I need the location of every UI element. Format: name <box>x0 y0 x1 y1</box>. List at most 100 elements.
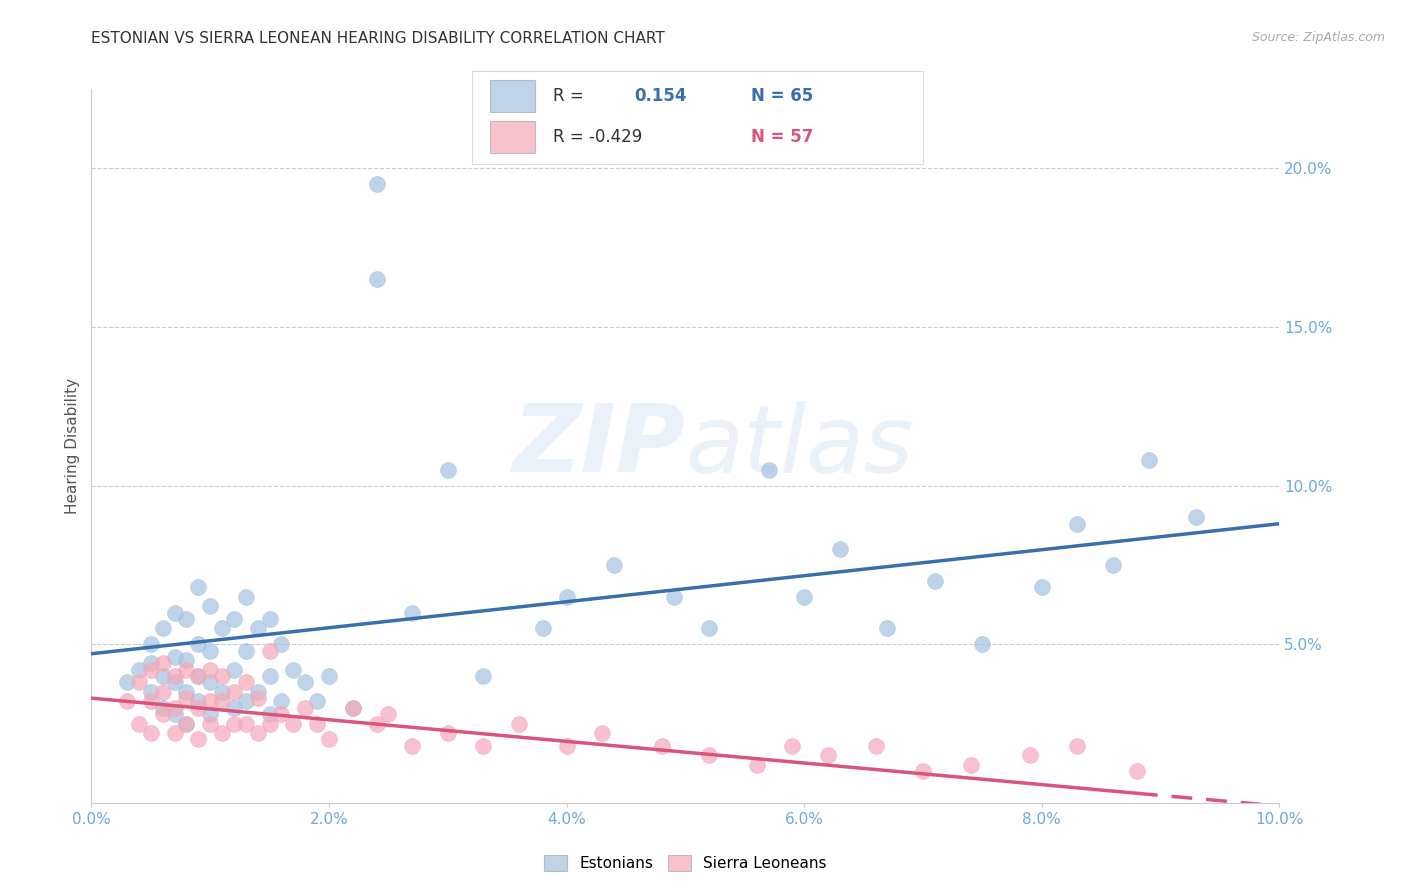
Point <box>876 621 898 635</box>
Point <box>377 706 399 721</box>
Point <box>235 694 257 708</box>
Point <box>436 463 458 477</box>
Point <box>366 178 388 192</box>
Point <box>342 700 364 714</box>
Point <box>342 700 364 714</box>
Point <box>472 739 495 753</box>
Point <box>187 732 209 747</box>
Point <box>200 663 222 677</box>
Point <box>758 463 780 477</box>
Point <box>591 726 613 740</box>
Point <box>152 700 174 714</box>
Point <box>246 691 269 706</box>
Point <box>1019 748 1042 763</box>
Point <box>235 643 257 657</box>
Point <box>662 590 685 604</box>
Point <box>200 706 222 721</box>
Text: N = 57: N = 57 <box>751 128 814 145</box>
Point <box>1137 453 1160 467</box>
Text: 0.154: 0.154 <box>634 87 686 105</box>
Point <box>1066 516 1088 531</box>
Point <box>270 706 292 721</box>
Point <box>555 739 578 753</box>
Point <box>222 685 245 699</box>
Point <box>222 612 245 626</box>
Point <box>139 657 162 671</box>
Point <box>176 663 198 677</box>
Point <box>1102 558 1125 572</box>
Point <box>436 726 458 740</box>
Point <box>211 694 233 708</box>
Point <box>259 716 281 731</box>
Point <box>246 621 269 635</box>
Point <box>115 675 138 690</box>
Text: Source: ZipAtlas.com: Source: ZipAtlas.com <box>1251 31 1385 45</box>
Point <box>176 716 198 731</box>
Point <box>401 739 423 753</box>
Point <box>793 590 815 604</box>
Point <box>163 675 186 690</box>
Point <box>259 669 281 683</box>
Point <box>211 669 233 683</box>
Point <box>972 637 994 651</box>
Point <box>152 621 174 635</box>
Point <box>307 716 329 731</box>
Point <box>200 694 222 708</box>
Point <box>745 757 768 772</box>
Text: atlas: atlas <box>685 401 914 491</box>
Text: N = 65: N = 65 <box>751 87 814 105</box>
Point <box>152 657 174 671</box>
Point <box>246 685 269 699</box>
Point <box>697 621 720 635</box>
Point <box>924 574 946 588</box>
Text: R =: R = <box>553 87 583 105</box>
Point <box>294 700 316 714</box>
Point <box>187 637 209 651</box>
Point <box>200 599 222 614</box>
Text: ZIP: ZIP <box>513 400 685 492</box>
Point <box>152 706 174 721</box>
Point <box>222 716 245 731</box>
Point <box>187 669 209 683</box>
Point <box>270 637 292 651</box>
Point <box>782 739 804 753</box>
Point <box>283 663 305 677</box>
Point <box>211 726 233 740</box>
Point <box>187 669 209 683</box>
Point <box>508 716 530 731</box>
Point <box>163 649 186 664</box>
Point <box>531 621 554 635</box>
Point <box>163 706 186 721</box>
Point <box>246 726 269 740</box>
Point <box>176 612 198 626</box>
Point <box>828 542 851 557</box>
Point <box>697 748 720 763</box>
Point <box>235 590 257 604</box>
Point <box>163 669 186 683</box>
Point <box>259 612 281 626</box>
Point <box>1126 764 1149 778</box>
Point <box>222 700 245 714</box>
Point <box>115 694 138 708</box>
Point <box>555 590 578 604</box>
Point <box>603 558 626 572</box>
Point <box>318 732 340 747</box>
Point <box>366 716 388 731</box>
Point <box>1185 510 1208 524</box>
Point <box>200 675 222 690</box>
Point <box>211 621 233 635</box>
Point <box>1066 739 1088 753</box>
FancyBboxPatch shape <box>489 120 534 153</box>
Point <box>211 685 233 699</box>
Point <box>865 739 887 753</box>
Point <box>152 685 174 699</box>
Point <box>235 675 257 690</box>
Point <box>222 663 245 677</box>
Point <box>128 675 150 690</box>
Point <box>1031 580 1053 594</box>
Point <box>176 685 198 699</box>
Point <box>139 694 162 708</box>
Point <box>200 643 222 657</box>
Point <box>318 669 340 683</box>
Point <box>187 580 209 594</box>
